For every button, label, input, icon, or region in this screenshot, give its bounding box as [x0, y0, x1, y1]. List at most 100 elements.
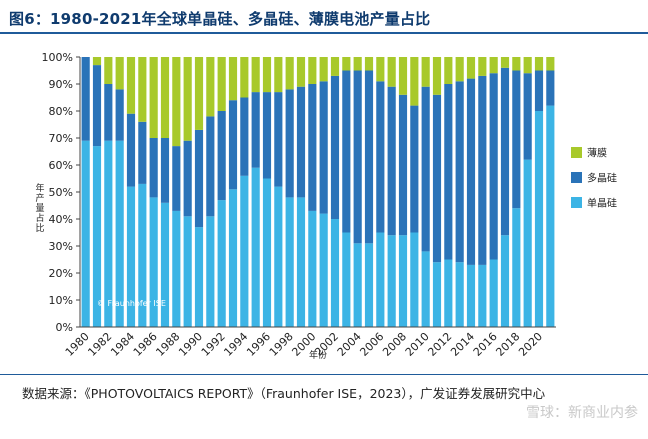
- bar-2005-series-2: [364, 57, 374, 71]
- x-tick-label: 1982: [85, 330, 114, 359]
- legend-swatch: [571, 147, 582, 158]
- bar-2000-series-2: [308, 57, 317, 84]
- y-tick-label: 40%: [49, 213, 73, 226]
- bar-1985-series-1: [138, 121, 147, 184]
- bar-2004-series-1: [353, 70, 362, 244]
- bar-2003-series-2: [342, 57, 351, 71]
- x-tick-label: 2006: [357, 330, 386, 359]
- bar-2009-series-2: [410, 57, 419, 106]
- bar-1993-series-2: [228, 57, 238, 101]
- bar-2003-series-0: [342, 232, 351, 327]
- bar-1982-series-0: [104, 140, 113, 327]
- x-tick-label: 2014: [448, 330, 477, 359]
- bar-1998-series-0: [285, 197, 294, 327]
- bar-2006-series-2: [376, 57, 385, 82]
- bar-1994-series-0: [240, 175, 249, 327]
- y-tick-label: 0%: [56, 321, 73, 334]
- bar-2012-series-1: [444, 84, 453, 260]
- bar-2019-series-1: [523, 73, 532, 160]
- bar-1989-series-0: [183, 216, 192, 327]
- x-tick-label: 2004: [335, 330, 364, 359]
- bar-2005-series-1: [364, 70, 374, 244]
- bar-2017-series-0: [500, 235, 510, 327]
- bar-2017-series-1: [500, 67, 510, 236]
- x-tick-label: 2012: [425, 330, 454, 359]
- bar-1991-series-1: [206, 116, 215, 217]
- bar-1998-series-2: [285, 57, 294, 90]
- x-tick-label: 1986: [131, 330, 160, 359]
- x-tick-label: 2016: [471, 330, 500, 359]
- bar-2007-series-2: [387, 57, 396, 87]
- x-axis-title-text: 年份: [309, 349, 327, 361]
- bar-1994-series-2: [240, 57, 249, 98]
- bar-1999-series-2: [296, 57, 306, 87]
- bar-2018-series-1: [512, 70, 521, 209]
- bar-2001-series-2: [319, 57, 328, 82]
- bar-1990-series-0: [194, 227, 204, 327]
- bar-1986-series-0: [149, 197, 158, 327]
- bar-1985-series-2: [138, 57, 147, 122]
- bar-1981-series-2: [92, 57, 102, 66]
- bar-1996-series-2: [262, 57, 272, 93]
- title-divider: [0, 32, 648, 34]
- x-tick-label: 1998: [267, 330, 296, 359]
- figure-title: 图6：1980-2021年全球单晶硅、多晶硅、薄膜电池产量占比: [9, 10, 431, 28]
- bar-1993-series-1: [228, 100, 238, 190]
- bar-2018-series-2: [512, 57, 521, 71]
- bar-1987-series-2: [160, 57, 170, 138]
- y-axis-title-char: 产: [35, 192, 44, 204]
- bar-2016-series-2: [489, 57, 498, 74]
- bar-1984-series-2: [126, 57, 136, 114]
- bar-1986-series-1: [149, 138, 158, 198]
- bar-2016-series-1: [489, 73, 498, 260]
- bar-2012-series-2: [444, 57, 453, 84]
- bar-1995-series-2: [251, 57, 260, 93]
- x-tick-label: 1980: [63, 330, 92, 359]
- bar-2013-series-0: [455, 262, 464, 327]
- bar-2021-series-1: [546, 70, 555, 106]
- y-tick-label: 90%: [49, 78, 73, 91]
- bar-1980-series-0: [81, 140, 90, 327]
- copyright-annotation: © Fraunhofer ISE: [97, 299, 166, 308]
- bar-2015-series-2: [478, 57, 487, 76]
- legend-swatch: [571, 172, 582, 183]
- y-tick-label: 10%: [49, 294, 73, 307]
- legend-swatch: [571, 197, 582, 208]
- bar-1988-series-1: [172, 146, 181, 211]
- bar-1997-series-2: [274, 57, 283, 93]
- y-tick-label: 20%: [49, 267, 73, 280]
- bar-1982-series-2: [104, 57, 113, 84]
- bar-1985-series-0: [138, 183, 147, 327]
- bar-1987-series-0: [160, 202, 170, 327]
- bar-2002-series-0: [330, 219, 340, 327]
- bar-1991-series-2: [206, 57, 215, 117]
- bar-1999-series-1: [296, 86, 306, 198]
- bar-2016-series-0: [489, 259, 498, 327]
- bar-2010-series-2: [421, 57, 430, 87]
- y-tick-label: 100%: [42, 51, 73, 64]
- bar-1989-series-2: [183, 57, 192, 141]
- x-tick-label: 2010: [403, 330, 432, 359]
- bar-1992-series-1: [217, 111, 226, 201]
- x-tick-label: 1984: [108, 330, 137, 359]
- y-axis-title-char: 占: [35, 212, 44, 224]
- y-axis: 0% 10% 20% 30% 40% 50% 60% 70% 80% 90% 100%: [42, 51, 81, 334]
- bar-1986-series-2: [149, 57, 158, 138]
- bar-2005-series-0: [364, 243, 374, 327]
- bar-2018-series-0: [512, 208, 521, 327]
- stacked-bar-chart: 0%10%20%30%40%50%60%70%80%90%100% 198019…: [35, 51, 617, 361]
- bar-1983-series-1: [115, 89, 124, 141]
- x-tick-label: 1990: [176, 330, 205, 359]
- legend-label: 单晶硅: [587, 197, 617, 210]
- bar-2020-series-1: [534, 70, 544, 111]
- bar-2011-series-0: [432, 262, 442, 327]
- bar-2004-series-0: [353, 243, 362, 327]
- y-axis-title-char: 年: [35, 182, 44, 194]
- y-tick-label: 80%: [49, 105, 73, 118]
- bar-2020-series-0: [534, 111, 544, 327]
- bar-2002-series-1: [330, 75, 340, 220]
- bar-2010-series-0: [421, 251, 430, 327]
- bar-2003-series-1: [342, 70, 351, 233]
- bar-1990-series-1: [194, 129, 204, 228]
